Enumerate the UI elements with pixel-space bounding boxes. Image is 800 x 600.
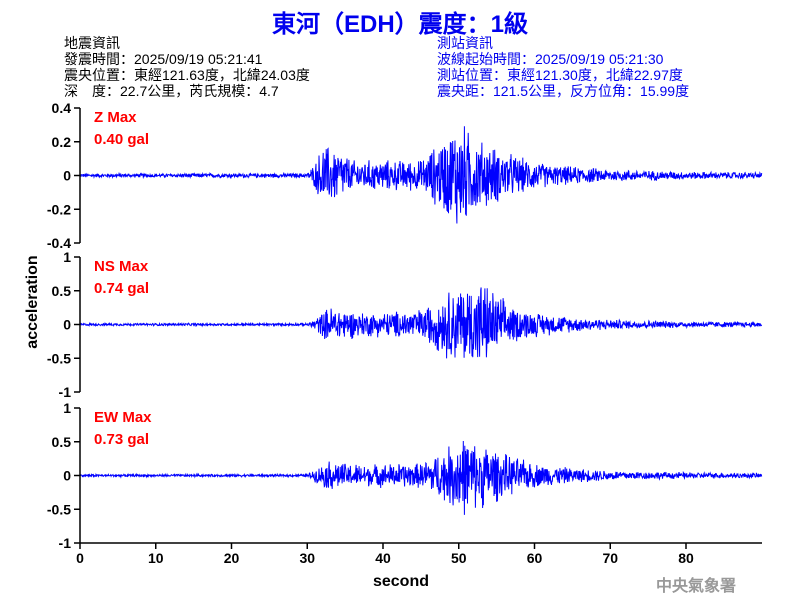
chart-title: 東河（EDH）震度：1級 — [271, 11, 529, 38]
y-tick-label: -0.2 — [47, 201, 71, 217]
y-tick-label: -1 — [59, 384, 72, 400]
epicentral-distance: 震央距：121.5公里，反方位角：15.99度 — [437, 83, 690, 99]
max-label-ew: EW Max — [94, 409, 152, 426]
earthquake-info: 地震資訊 發震時間：2025/09/19 05:21:41 震央位置：東經121… — [64, 35, 310, 99]
y-axis-label: acceleration — [24, 255, 41, 348]
y-tick-label: -0.5 — [47, 501, 71, 517]
x-tick-label: 0 — [76, 550, 84, 566]
earthquake-info-heading: 地震資訊 — [64, 35, 120, 51]
y-tick-label: -0.4 — [47, 235, 71, 251]
y-tick-label: 1 — [63, 400, 71, 416]
max-label-ns: NS Max — [94, 258, 149, 275]
station-info: 測站資訊 波線起始時間：2025/09/19 05:21:30 測站位置：東經1… — [437, 35, 689, 99]
y-tick-label: 0.4 — [52, 100, 72, 116]
waveform-ns — [79, 287, 763, 359]
x-tick-label: 70 — [602, 550, 618, 566]
y-tick-label: 1 — [63, 249, 71, 265]
y-tick-label: -0.5 — [47, 350, 71, 366]
station-location: 測站位置：東經121.30度，北緯22.97度 — [437, 67, 683, 83]
y-tick-label: -1 — [59, 535, 72, 551]
x-tick-label: 80 — [678, 550, 694, 566]
y-tick-label: 0.5 — [52, 434, 72, 450]
y-tick-label: 0 — [63, 317, 71, 333]
y-tick-label: 0.2 — [52, 134, 72, 150]
origin-time: 發震時間：2025/09/19 05:21:41 — [64, 51, 263, 67]
station-info-heading: 測站資訊 — [437, 35, 493, 51]
depth-magnitude: 深 度：22.7公里，芮氏規模：4.7 — [64, 83, 279, 99]
x-tick-label: 60 — [527, 550, 543, 566]
waveform-z — [79, 126, 763, 224]
waveform-ew — [79, 440, 763, 515]
y-tick-label: 0 — [63, 468, 71, 484]
max-value-ew: 0.73 gal — [94, 431, 149, 448]
x-tick-label: 50 — [451, 550, 467, 566]
x-tick-label: 20 — [224, 550, 240, 566]
max-value-z: 0.40 gal — [94, 131, 149, 148]
watermark: 中央氣象署 — [656, 576, 737, 595]
x-tick-label: 10 — [148, 550, 164, 566]
max-label-z: Z Max — [94, 109, 137, 126]
x-axis-label: second — [373, 573, 429, 590]
y-tick-label: 0 — [63, 168, 71, 184]
x-tick-label: 40 — [375, 550, 391, 566]
max-value-ns: 0.74 gal — [94, 280, 149, 297]
epicenter: 震央位置：東經121.63度，北緯24.03度 — [64, 67, 310, 83]
x-tick-label: 30 — [299, 550, 315, 566]
y-tick-label: 0.5 — [52, 283, 72, 299]
wave-start-time: 波線起始時間：2025/09/19 05:21:30 — [437, 51, 664, 67]
